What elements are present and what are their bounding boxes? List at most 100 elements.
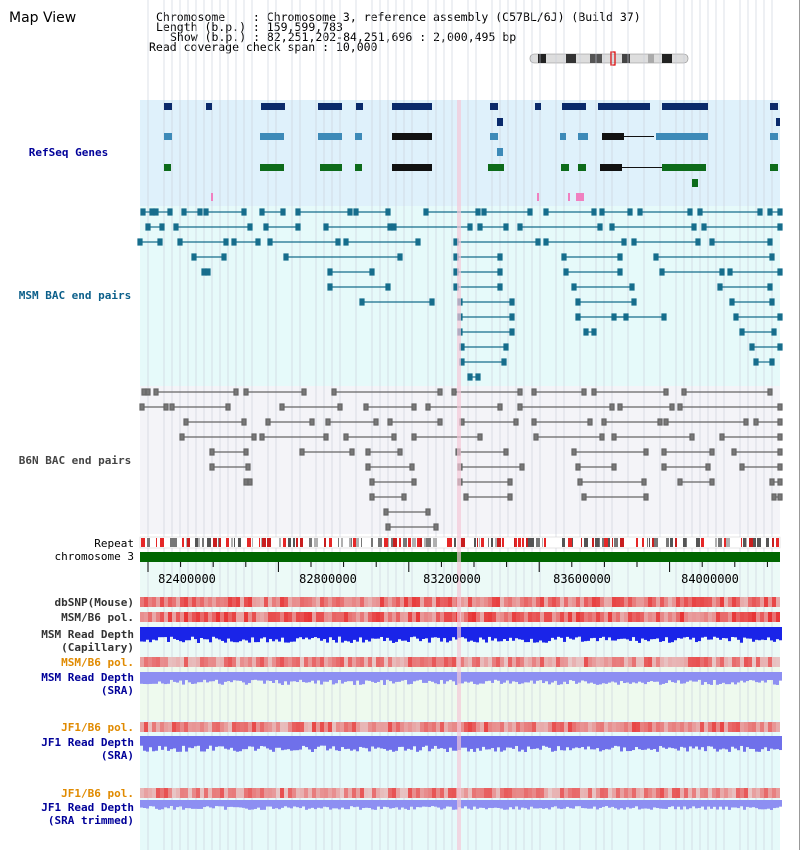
msm-read-depth-capillary-label[interactable]: MSM Read Depth [41,628,134,641]
pol-cell [248,597,252,607]
depth-bar [770,800,773,810]
depth-bar [662,672,665,684]
pol-cell [664,597,668,607]
depth-bar [482,672,485,684]
bac-end-marker [659,268,665,276]
depth-bar [725,800,728,807]
jf1-read-depth-trimmed-label[interactable]: JF1 Read Depth [41,801,134,814]
pol-cell [692,657,696,667]
depth-bar [713,672,716,680]
depth-bar [566,800,569,807]
pol-cell [640,722,644,732]
pol-cell [484,597,488,607]
msm-b6-pol-label[interactable]: MSM/B6 pol. [61,611,134,624]
refseq-genes-label[interactable]: RefSeq Genes [28,146,109,159]
pol-cell [632,657,636,667]
b6n-bac-label[interactable]: B6N BAC end pairs [18,454,132,467]
depth-bar [251,736,254,747]
dbsnp-label[interactable]: dbSNP(Mouse) [54,596,134,609]
bac-end-marker [163,403,169,411]
depth-bar [773,736,776,750]
pol-cell [232,597,236,607]
depth-bar [311,800,314,808]
jf1-read-depth-sra-label[interactable]: JF1 Read Depth [41,736,134,749]
pol-cell [712,657,716,667]
msm-bac-label[interactable]: MSM BAC end pairs [18,289,132,302]
pol-cell [320,597,324,607]
pol-cell [352,788,356,798]
depth-bar [296,800,299,808]
axis-tick-label: 83600000 [553,572,611,586]
pol-cell [160,597,164,607]
pol-cell [252,788,256,798]
bac-end-marker [391,223,397,231]
pol-cell [588,612,592,622]
depth-bar [407,800,410,810]
depth-bar [704,672,707,683]
pol-cell [196,657,200,667]
pol-cell [208,722,212,732]
bac-end-marker [183,418,189,426]
bac-end-marker [411,478,417,486]
depth-bar [410,672,413,684]
bac-end-marker [153,388,159,396]
selection-highlight [457,100,461,850]
depth-bar [779,627,782,641]
bac-end-marker [687,208,693,216]
repeat-element [602,538,604,547]
depth-bar [710,800,713,809]
depth-bar [362,736,365,748]
pol-cell [608,722,612,732]
depth-bar [488,627,491,637]
pol-cell [164,657,168,667]
pol-cell [252,657,256,667]
depth-bar [371,800,374,810]
bac-end-marker [177,238,183,246]
depth-bar [230,736,233,748]
pol-cell [760,612,764,622]
pol-cell [640,788,644,798]
pol-cell [576,612,580,622]
depth-bar [674,800,677,810]
depth-bar [326,627,329,643]
depth-bar [251,800,254,810]
depth-bar [188,800,191,809]
depth-bar [740,736,743,746]
depth-bar [374,800,377,810]
pol-cell [568,722,572,732]
depth-bar [695,627,698,643]
pol-cell [184,612,188,622]
pol-cell [612,612,616,622]
jf1-b6-pol-label[interactable]: JF1/B6 pol. [61,721,134,734]
pol-cell [584,612,588,622]
msm-read-depth-sra-label[interactable]: MSM Read Depth [41,671,134,684]
depth-bar [542,672,545,684]
depth-bar [197,736,200,746]
depth-bar [161,800,164,810]
depth-bar [665,800,668,809]
pol-cell [524,612,528,622]
depth-bar [566,672,569,685]
depth-bar [758,627,761,641]
depth-bar [413,627,416,637]
pol-cell [504,597,508,607]
depth-bar [200,736,203,752]
pol-cell [216,722,220,732]
bac-end-marker [517,388,523,396]
pol-cell [304,722,308,732]
depth-bar [731,736,734,747]
pol-cell [376,612,380,622]
pol-cell [704,612,708,622]
bac-end-marker [475,373,481,381]
repeat-element [461,538,465,547]
pol-cell [420,788,424,798]
pol-cell [176,657,180,667]
msm-b6-pol-sra-label[interactable]: MSM/B6 pol. [61,656,134,669]
depth-bar [380,627,383,637]
jf1-b6-pol-2-label[interactable]: JF1/B6 pol. [61,787,134,800]
bac-end-marker [629,283,635,291]
depth-bar [398,736,401,747]
pol-cell [548,657,552,667]
repeat-element [195,538,198,547]
